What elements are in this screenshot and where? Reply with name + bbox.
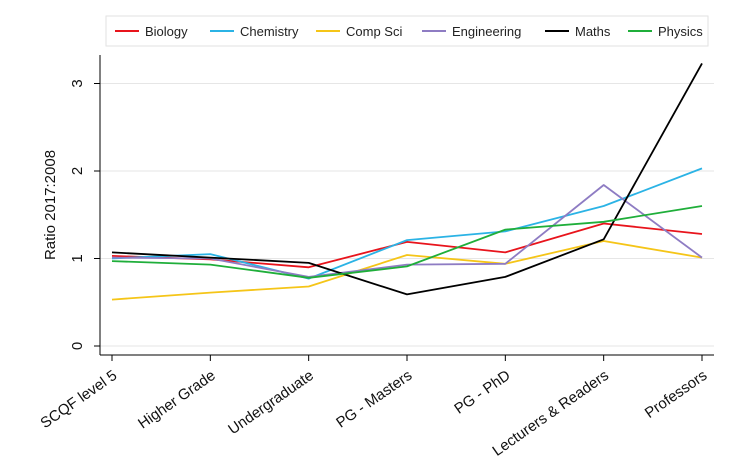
- gridlines: [100, 83, 714, 347]
- legend-item-label: Maths: [575, 24, 611, 39]
- y-tick-label: 1: [69, 254, 86, 262]
- y-axis-label: Ratio 2017:2008: [42, 150, 59, 260]
- legend-box: [105, 15, 709, 47]
- series-line-biology: [111, 222, 703, 269]
- series-line-physics: [111, 205, 703, 279]
- x-tick-label: SCQF level 5: [37, 367, 120, 432]
- series-line-comp-sci: [111, 240, 703, 301]
- series-line-chemistry: [111, 167, 703, 280]
- y-tick-label: 0: [69, 342, 86, 350]
- legend-item-label: Comp Sci: [346, 24, 402, 39]
- y-tick-label: 2: [69, 167, 86, 175]
- x-tick-label: Undergraduate: [225, 367, 317, 438]
- x-tick-label: Professors: [642, 367, 710, 422]
- x-tick-label: PG - Masters: [333, 367, 415, 432]
- legend-item-label: Engineering: [452, 24, 521, 39]
- x-tick-label: PG - PhD: [451, 367, 513, 418]
- y-tick-label: 3: [69, 79, 86, 87]
- series-line-engineering: [111, 184, 703, 278]
- legend-item-label: Physics: [658, 24, 703, 39]
- x-tick-label: Higher Grade: [135, 367, 219, 433]
- legend-item-label: Biology: [145, 24, 188, 39]
- legend: Biology Chemistry Comp Sci Engineering Maths…: [105, 15, 709, 47]
- series-line-maths: [111, 62, 703, 296]
- series-layer: [111, 62, 703, 301]
- legend-item-label: Chemistry: [240, 24, 299, 39]
